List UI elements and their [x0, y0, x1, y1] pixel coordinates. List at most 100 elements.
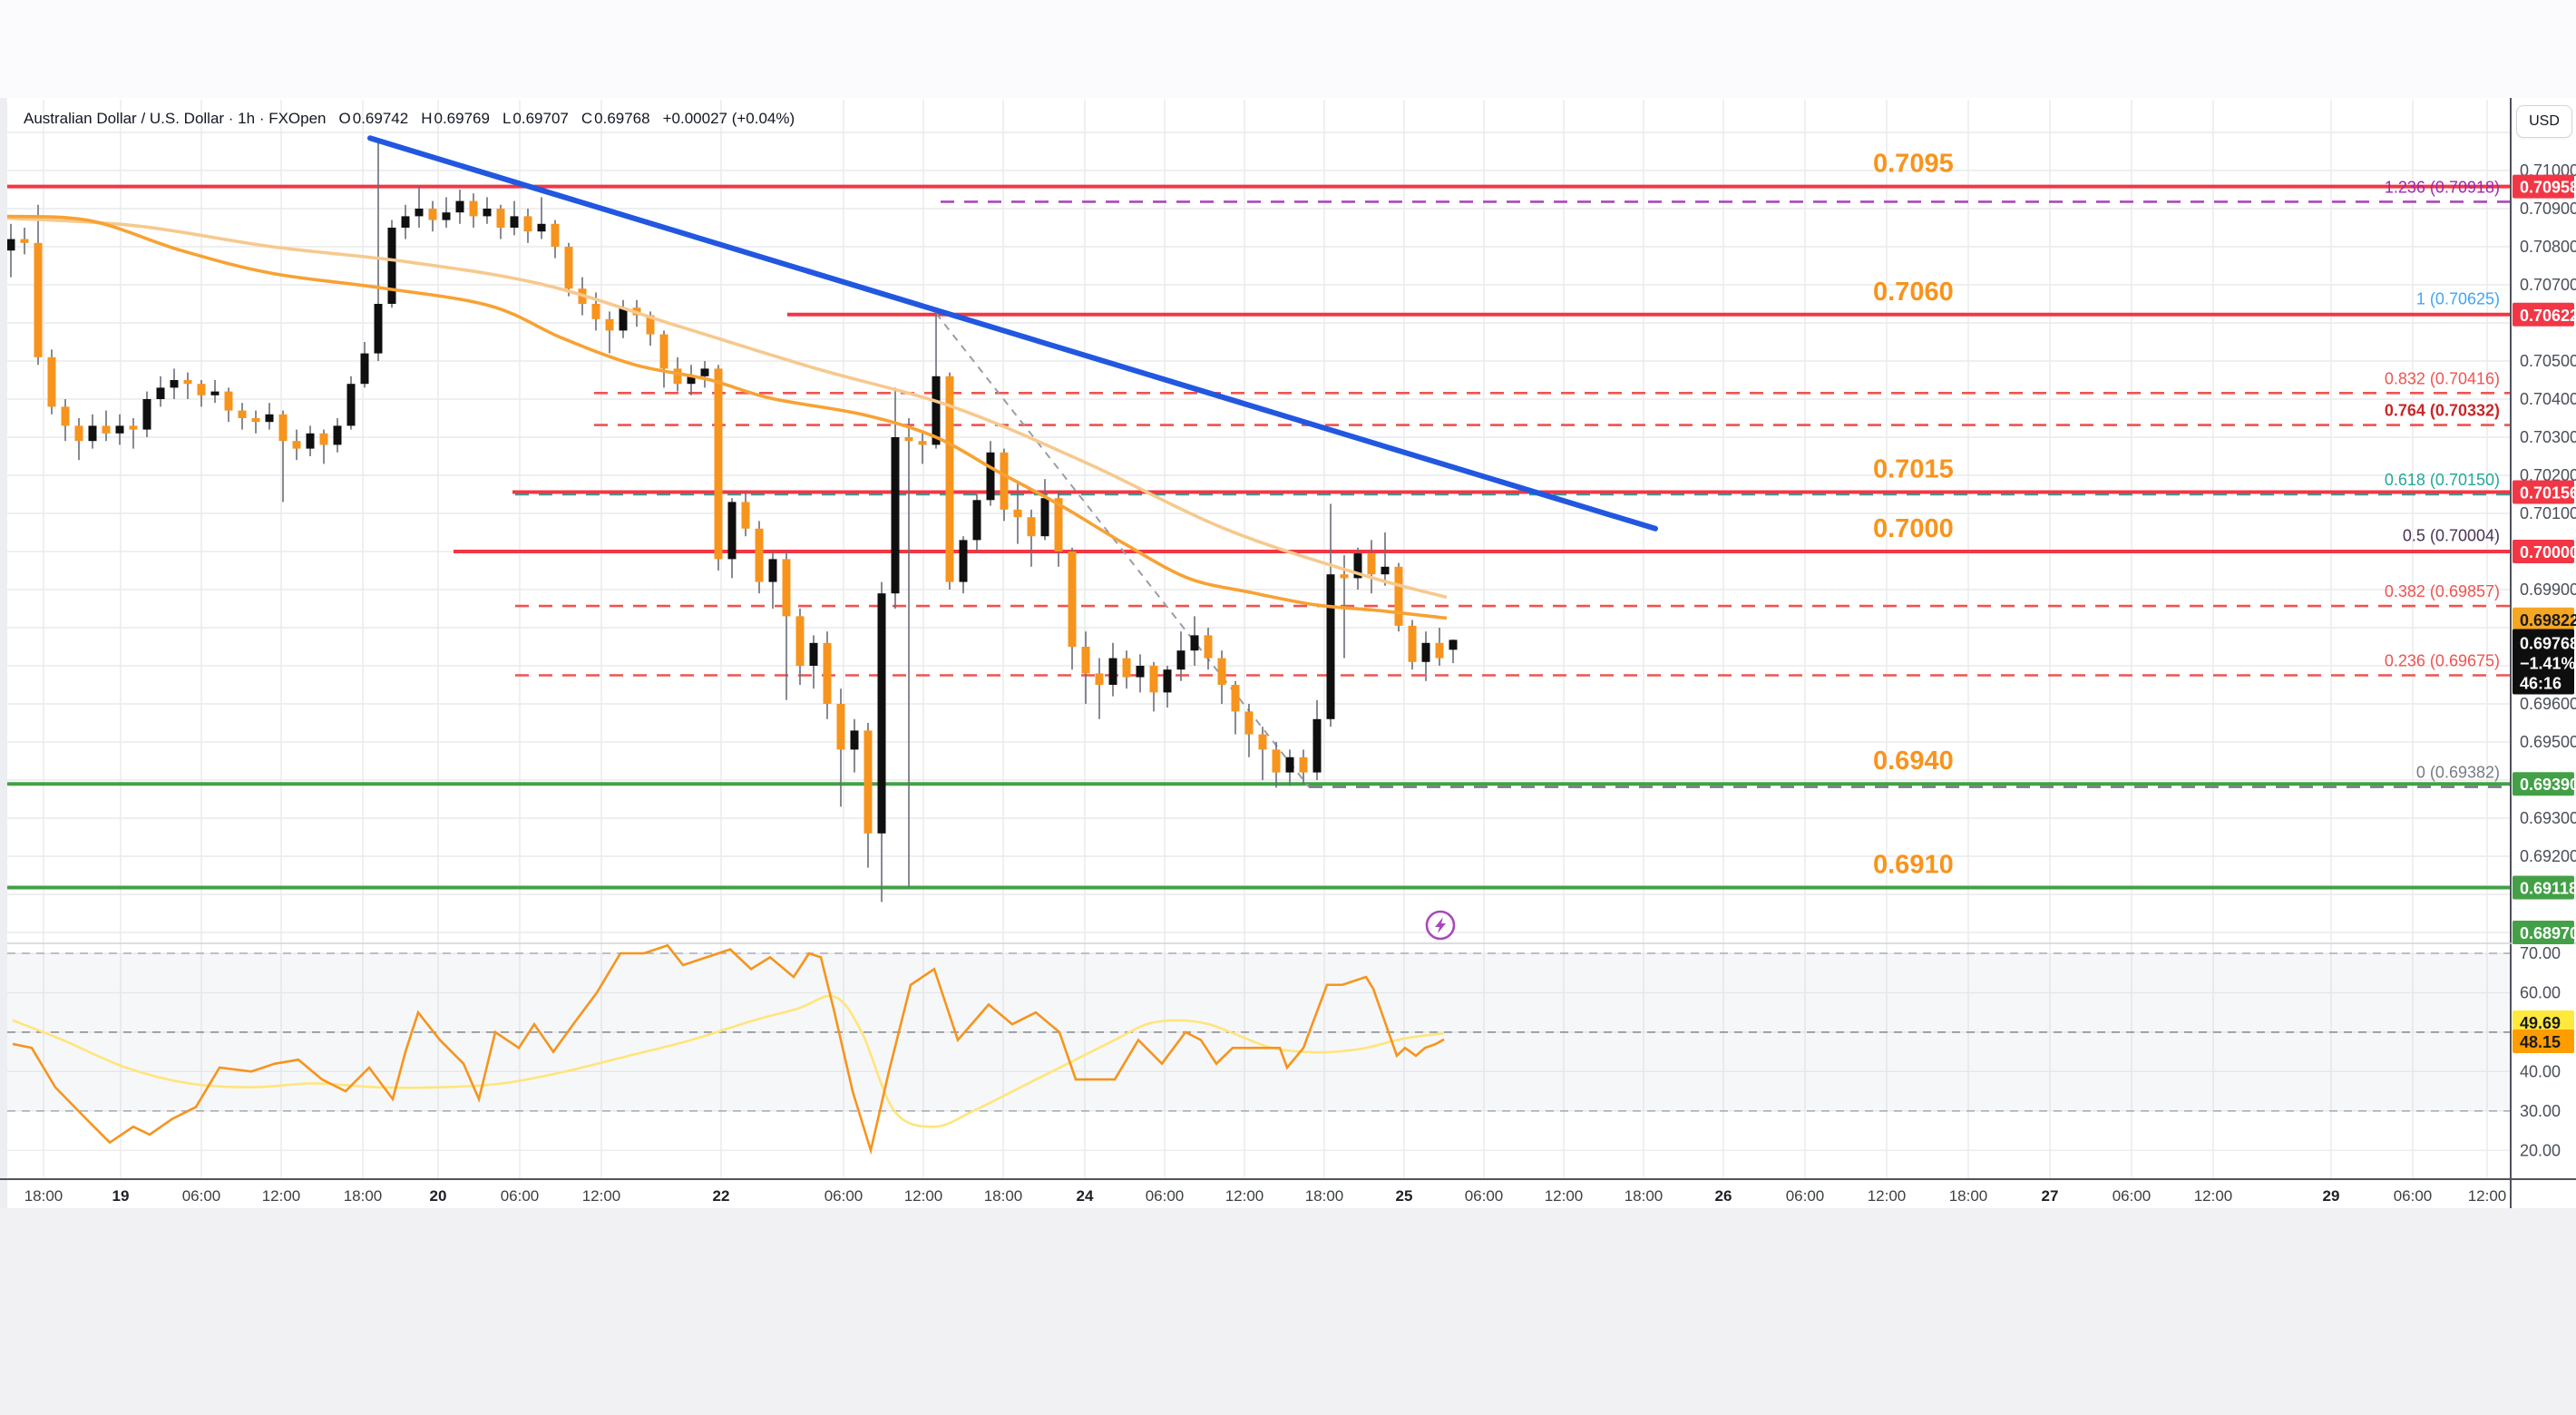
candle-body[interactable] — [714, 368, 723, 560]
candle-body[interactable] — [115, 425, 124, 434]
candle-body[interactable] — [1122, 658, 1131, 678]
candle-body[interactable] — [265, 414, 274, 423]
candle-body[interactable] — [183, 380, 192, 385]
ma-fast-line[interactable] — [7, 214, 1448, 620]
candle-body[interactable] — [1081, 647, 1090, 674]
candle-body[interactable] — [1272, 749, 1281, 773]
candle-body[interactable] — [877, 593, 886, 834]
candle-body[interactable] — [700, 368, 709, 376]
candle-body[interactable] — [605, 318, 614, 331]
candle-body[interactable] — [251, 418, 260, 423]
candle-body[interactable] — [319, 433, 328, 445]
candle-body[interactable] — [278, 414, 288, 442]
candle-body[interactable] — [292, 441, 301, 449]
candle-body[interactable] — [1054, 498, 1063, 551]
candle-body[interactable] — [224, 391, 233, 411]
candle-body[interactable] — [1013, 509, 1022, 518]
candle-body[interactable] — [673, 368, 682, 385]
candle-body[interactable] — [1000, 452, 1009, 510]
candle-body[interactable] — [1340, 574, 1349, 579]
candle-body[interactable] — [401, 216, 410, 228]
candle-body[interactable] — [1027, 517, 1036, 537]
candle-body[interactable] — [469, 200, 478, 217]
symbol-legend[interactable]: Australian Dollar / U.S. Dollar · 1h · F… — [24, 107, 795, 131]
candle-body[interactable] — [891, 437, 900, 594]
candle-body[interactable] — [496, 209, 505, 228]
lightning-icon[interactable] — [1425, 910, 1456, 941]
candle-body[interactable] — [306, 433, 315, 449]
candle-body[interactable] — [7, 239, 15, 251]
candle-body[interactable] — [1258, 734, 1267, 750]
candle-body[interactable] — [741, 502, 750, 529]
candle-body[interactable] — [1449, 639, 1458, 650]
candle-body[interactable] — [659, 334, 668, 369]
candle-body[interactable] — [455, 200, 464, 213]
candle-body[interactable] — [1312, 718, 1322, 773]
stoch-d-line[interactable] — [12, 994, 1445, 1128]
candle-body[interactable] — [646, 315, 655, 335]
candle-body[interactable] — [1163, 669, 1172, 693]
candle-body[interactable] — [415, 209, 424, 217]
candle-body[interactable] — [1095, 673, 1104, 685]
candle-body[interactable] — [333, 425, 342, 445]
candle-body[interactable] — [687, 376, 696, 385]
candle-body[interactable] — [986, 452, 995, 501]
stoch-k-line[interactable] — [12, 943, 1445, 1156]
fib-baseline[interactable] — [935, 312, 1310, 788]
candle-body[interactable] — [1149, 666, 1158, 693]
candle-body[interactable] — [74, 425, 83, 442]
candle-body[interactable] — [809, 642, 818, 666]
candle-body[interactable] — [129, 425, 138, 430]
candle-body[interactable] — [1217, 658, 1226, 685]
candle-body[interactable] — [1367, 553, 1376, 575]
candle-body[interactable] — [959, 540, 968, 582]
candle-body[interactable] — [768, 559, 777, 582]
candle-body[interactable] — [523, 216, 532, 232]
candle-body[interactable] — [483, 209, 492, 217]
currency-axis-button[interactable]: USD — [2516, 105, 2572, 138]
candle-body[interactable] — [510, 216, 519, 228]
candle-body[interactable] — [972, 500, 981, 541]
candle-body[interactable] — [1353, 553, 1362, 579]
candle-body[interactable] — [1040, 498, 1049, 537]
candle-body[interactable] — [1421, 642, 1430, 662]
candle-body[interactable] — [1068, 551, 1077, 647]
candle-body[interactable] — [102, 425, 111, 434]
candle-body[interactable] — [1108, 658, 1117, 685]
candle-body[interactable] — [1408, 625, 1417, 662]
candle-body[interactable] — [823, 642, 832, 704]
candle-body[interactable] — [1231, 685, 1240, 712]
candle-body[interactable] — [346, 384, 356, 426]
candle-body[interactable] — [88, 425, 97, 442]
candle-body[interactable] — [360, 353, 369, 385]
candle-body[interactable] — [727, 502, 737, 560]
candle-body[interactable] — [1435, 642, 1444, 659]
candle-body[interactable] — [442, 212, 451, 220]
candle-body[interactable] — [850, 730, 859, 750]
candle-body[interactable] — [564, 247, 573, 289]
candle-body[interactable] — [20, 239, 29, 243]
candle-body[interactable] — [537, 223, 546, 232]
candle-body[interactable] — [1285, 756, 1294, 773]
candle-body[interactable] — [1204, 635, 1213, 659]
candle-body[interactable] — [1394, 566, 1403, 626]
candle-body[interactable] — [904, 437, 913, 442]
candle-body[interactable] — [1136, 666, 1145, 678]
candle-body[interactable] — [551, 223, 560, 247]
candle-body[interactable] — [945, 376, 954, 582]
candle-body[interactable] — [795, 616, 805, 666]
ma-slow-line[interactable] — [7, 216, 1448, 600]
candle-body[interactable] — [142, 399, 151, 430]
candle-body[interactable] — [932, 376, 941, 445]
candle-body[interactable] — [34, 242, 43, 357]
candle-body[interactable] — [836, 704, 845, 750]
candle-body[interactable] — [197, 384, 206, 395]
candle-body[interactable] — [238, 410, 247, 418]
trendline[interactable] — [367, 135, 1658, 532]
candle-body[interactable] — [170, 380, 179, 388]
candle-body[interactable] — [47, 356, 56, 407]
candle-body[interactable] — [782, 559, 791, 617]
candle-body[interactable] — [1244, 711, 1254, 735]
candle-body[interactable] — [1381, 566, 1390, 575]
